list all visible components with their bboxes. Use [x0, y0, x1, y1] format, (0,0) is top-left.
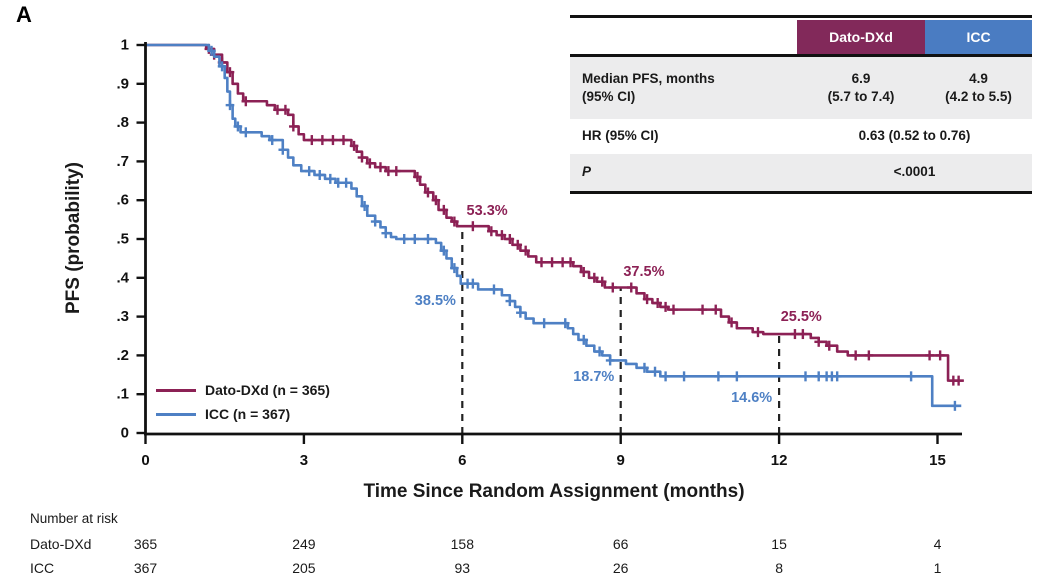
svg-text:37.5%: 37.5%	[623, 264, 664, 280]
risk-count: 158	[450, 536, 474, 552]
risk-count: 1	[933, 560, 942, 576]
hr-value: 0.63 (0.52 to 0.76)	[858, 128, 971, 144]
risk-count: 205	[292, 560, 316, 576]
svg-text:18.7%: 18.7%	[573, 369, 614, 385]
svg-text:15: 15	[929, 452, 946, 469]
svg-text:0: 0	[121, 425, 129, 442]
svg-text:38.5%: 38.5%	[415, 293, 456, 309]
svg-text:.6: .6	[116, 192, 129, 209]
risk-counts-icc: 367 205 93 26 8 1	[0, 560, 1037, 578]
risk-row-label-dato-dxd: Dato-DXd	[30, 536, 92, 552]
x-axis-title: Time Since Random Assignment (months)	[363, 481, 745, 502]
risk-count: 93	[454, 560, 471, 576]
svg-text:.4: .4	[116, 269, 129, 286]
risk-count: 26	[612, 560, 629, 576]
stats-row-median-pfs: Median PFS, months (95% CI) 6.9 (5.7 to …	[570, 57, 1032, 119]
svg-text:.5: .5	[116, 231, 129, 248]
legend-label: Dato-DXd (n = 365)	[205, 382, 330, 398]
hr-label: HR (95% CI)	[582, 128, 659, 144]
risk-count: 4	[933, 536, 942, 552]
svg-text:1: 1	[121, 37, 129, 54]
stats-header-icc: ICC	[925, 20, 1032, 54]
p-label: P	[582, 164, 592, 180]
svg-text:14.6%: 14.6%	[731, 390, 772, 406]
legend-item-icc: ICC (n = 367)	[156, 402, 330, 426]
svg-text:.7: .7	[116, 153, 129, 170]
risk-counts-dato-dxd: 365 249 158 66 15 4	[0, 536, 1037, 554]
risk-count: 15	[771, 536, 787, 552]
risk-count: 249	[292, 536, 316, 552]
svg-text:3: 3	[300, 452, 308, 469]
risk-count: 367	[133, 560, 158, 576]
risk-row-label-icc: ICC	[30, 560, 55, 576]
number-at-risk-title: Number at risk	[30, 511, 118, 526]
panel-label: A	[16, 2, 32, 27]
y-axis-title: PFS (probability)	[63, 162, 84, 314]
dato-dxd-line-swatch	[156, 388, 196, 392]
risk-count: 66	[612, 536, 629, 552]
icc-line-swatch	[156, 412, 196, 416]
svg-text:.1: .1	[116, 386, 129, 403]
risk-count: 365	[133, 536, 158, 552]
legend-item-dato-dxd: Dato-DXd (n = 365)	[156, 378, 330, 402]
svg-text:6: 6	[458, 452, 466, 469]
stats-header-spacer	[570, 20, 797, 54]
median-pfs-dato-value: 6.9 (5.7 to 7.4)	[827, 70, 895, 104]
p-value: <.0001	[893, 164, 936, 180]
svg-text:12: 12	[771, 452, 788, 469]
svg-text:0: 0	[141, 452, 149, 469]
svg-text:.2: .2	[116, 347, 129, 364]
stats-table-header: Dato-DXd ICC	[570, 18, 1032, 57]
risk-count: 8	[775, 560, 783, 576]
svg-text:.3: .3	[116, 308, 129, 325]
median-pfs-label: Median PFS, months (95% CI)	[582, 70, 715, 104]
svg-text:53.3%: 53.3%	[467, 203, 508, 219]
legend-label: ICC (n = 367)	[205, 406, 291, 422]
svg-text:.9: .9	[116, 75, 129, 92]
svg-text:9: 9	[617, 452, 625, 469]
svg-text:25.5%: 25.5%	[781, 309, 822, 325]
stats-row-hr: HR (95% CI) 0.63 (0.52 to 0.76)	[570, 119, 1032, 154]
legend: Dato-DXd (n = 365) ICC (n = 367)	[156, 378, 330, 426]
svg-text:.8: .8	[116, 114, 129, 131]
median-pfs-icc-value: 4.9 (4.2 to 5.5)	[945, 70, 1012, 104]
stats-header-dato-dxd: Dato-DXd	[797, 20, 925, 54]
stats-row-p: P <.0001	[570, 154, 1032, 191]
stats-table: Dato-DXd ICC Median PFS, months (95% CI)…	[570, 15, 1032, 194]
